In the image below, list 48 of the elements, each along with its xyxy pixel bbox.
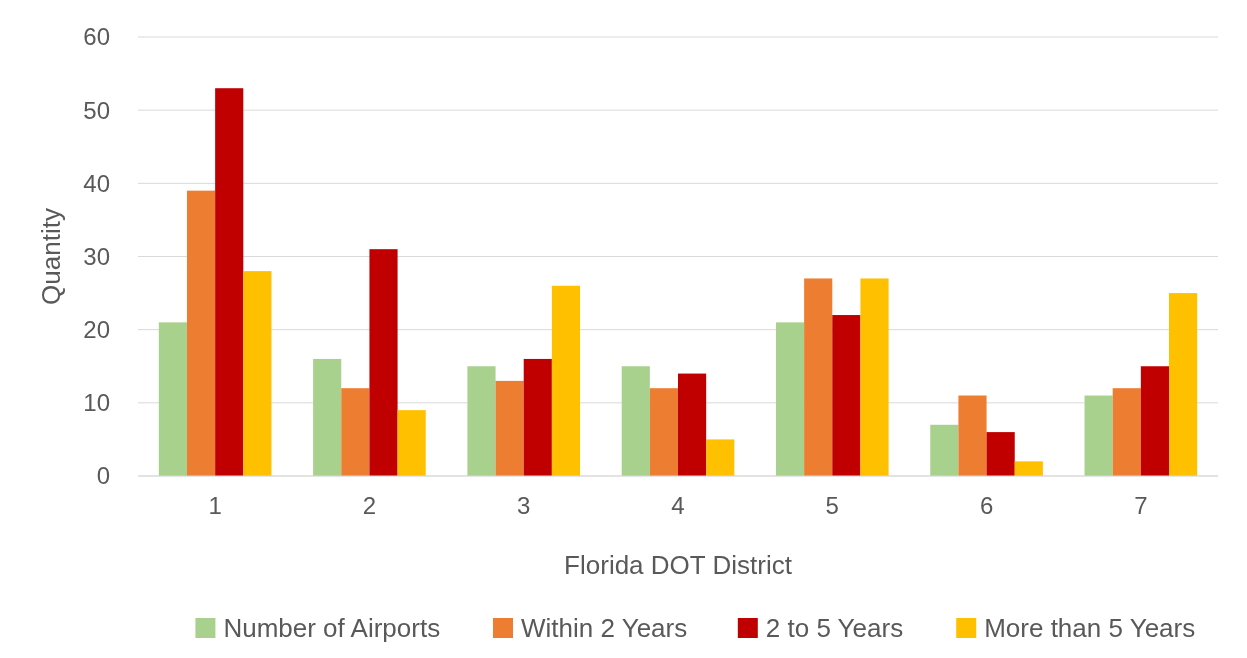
bar — [551, 285, 581, 476]
bar — [523, 358, 552, 476]
legend-label: More than 5 Years — [984, 613, 1196, 644]
bar — [1112, 388, 1141, 476]
bar — [621, 366, 650, 476]
bar — [1084, 395, 1113, 476]
x-axis-title: Florida DOT District — [564, 550, 793, 580]
legend-label: Number of Airports — [223, 613, 441, 644]
y-tick-label: 60 — [83, 23, 110, 51]
bar — [1169, 293, 1198, 476]
y-axis-title: Quantity — [36, 208, 66, 305]
bar — [1014, 461, 1043, 476]
bar — [243, 271, 272, 476]
y-tick-label: 40 — [83, 169, 110, 197]
bar — [986, 432, 1015, 476]
bar — [930, 424, 959, 476]
y-tick-label: 10 — [83, 389, 110, 417]
x-tick-label: 4 — [671, 492, 685, 519]
bar — [804, 278, 833, 476]
bar — [1140, 366, 1170, 476]
bar — [397, 410, 426, 476]
y-tick-label: 0 — [96, 462, 110, 490]
x-tick-label: 3 — [517, 492, 531, 519]
bar — [832, 315, 861, 476]
x-tick-label: 5 — [825, 492, 839, 519]
bar — [495, 380, 524, 476]
bar — [775, 322, 805, 476]
bar — [706, 439, 735, 476]
y-tick-label: 50 — [83, 96, 110, 124]
bar — [341, 388, 370, 476]
bar — [678, 373, 707, 476]
legend-label: 2 to 5 Years — [765, 613, 904, 644]
bar — [186, 190, 216, 476]
x-tick-label: 2 — [362, 492, 377, 519]
y-tick-label: 30 — [83, 242, 110, 270]
bar — [649, 388, 678, 476]
bar — [467, 366, 496, 476]
bar — [958, 395, 987, 476]
bar — [369, 249, 398, 476]
bar — [158, 322, 187, 476]
bar — [313, 358, 342, 476]
y-tick-label: 20 — [83, 316, 110, 344]
bar — [860, 278, 889, 476]
x-tick-label: 7 — [1134, 492, 1148, 519]
x-tick-label: 6 — [979, 492, 994, 519]
legend-label: Within 2 Years — [521, 613, 688, 644]
bar — [215, 88, 244, 476]
x-tick-label: 1 — [208, 492, 222, 519]
